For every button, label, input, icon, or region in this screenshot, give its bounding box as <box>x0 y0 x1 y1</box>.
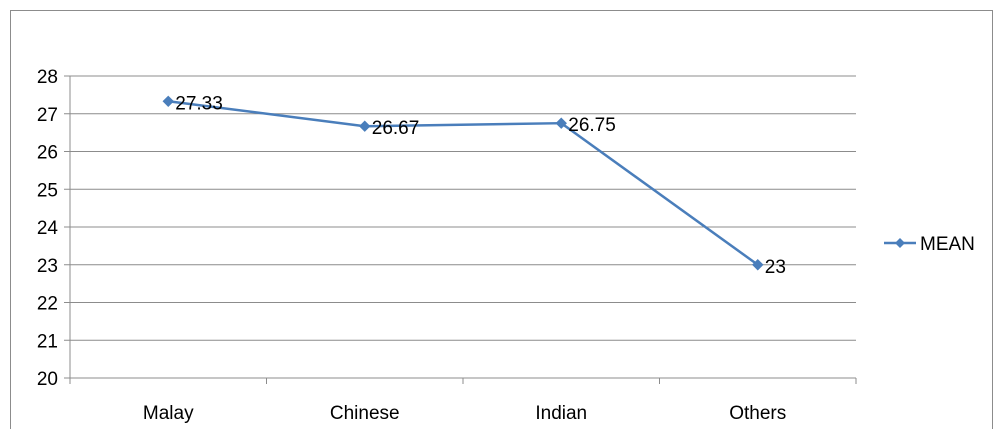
y-tick-label-24: 24 <box>37 218 59 239</box>
y-tick-label-27: 27 <box>37 105 58 126</box>
y-tick-label-21: 21 <box>37 331 58 352</box>
series-line-mean <box>168 100 759 266</box>
legend: MEAN <box>884 234 975 255</box>
data-point-chinese <box>359 120 371 132</box>
chart-frame <box>10 10 993 429</box>
legend-label-mean: MEAN <box>920 234 975 255</box>
data-point-malay <box>162 95 174 107</box>
x-tick-labels: Malay Chinese Indian Others <box>143 403 786 424</box>
data-label-others: 23 <box>765 257 786 278</box>
y-tick-label-22: 22 <box>37 294 58 315</box>
y-tick-label-28: 28 <box>37 67 58 88</box>
y-tick-label-26: 26 <box>37 143 58 164</box>
y-tick-label-25: 25 <box>37 180 58 201</box>
y-tick-label-23: 23 <box>37 256 58 277</box>
x-tick-label-indian: Indian <box>535 403 587 424</box>
data-point-indian <box>555 117 567 129</box>
x-tick-label-chinese: Chinese <box>330 403 400 424</box>
data-label-chinese: 26.67 <box>372 118 420 139</box>
gridlines <box>70 75 856 341</box>
data-label-indian: 26.75 <box>568 115 616 136</box>
data-label-malay: 27.33 <box>175 93 223 114</box>
x-tick-label-others: Others <box>729 403 786 424</box>
axes <box>64 75 857 384</box>
y-tick-label-20: 20 <box>37 369 58 390</box>
series-mean <box>162 95 764 271</box>
data-point-others <box>752 259 764 271</box>
y-tick-labels: 20 21 22 23 24 25 26 27 28 <box>37 67 59 390</box>
legend-marker-mean <box>895 238 905 248</box>
x-tick-label-malay: Malay <box>143 403 194 424</box>
data-labels: 27.33 26.67 26.75 23 <box>175 93 786 277</box>
